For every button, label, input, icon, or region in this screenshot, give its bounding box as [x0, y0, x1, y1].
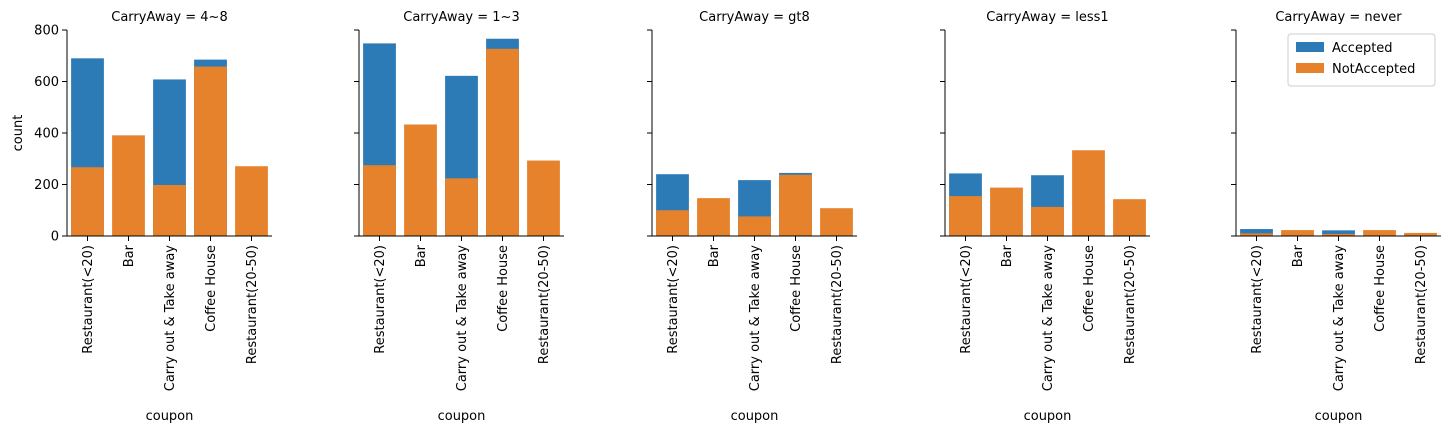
- panel-title: CarryAway = less1: [986, 10, 1108, 25]
- bar-notaccepted-5: [235, 166, 268, 236]
- x-tick-label: Restaurant(<20): [959, 245, 974, 354]
- bar-accepted-1: [1240, 229, 1273, 236]
- y-tick-label: 400: [34, 127, 59, 142]
- x-tick-label: Bar: [1291, 244, 1306, 267]
- x-axis-title: coupon: [146, 409, 194, 424]
- bar-notaccepted-2: [404, 124, 437, 236]
- bar-notaccepted-3: [1031, 206, 1064, 236]
- x-tick-label: Restaurant(20-50): [537, 245, 552, 364]
- legend-box: [1287, 33, 1436, 87]
- bar-notaccepted-1: [1240, 233, 1273, 236]
- x-tick-label: Carry out & Take away: [1041, 245, 1056, 392]
- y-tick-label: 800: [34, 24, 59, 39]
- panel-title: CarryAway = 4~8: [111, 10, 227, 25]
- bar-notaccepted-5: [1404, 232, 1437, 236]
- x-tick-label: Coffee House: [496, 245, 511, 332]
- panel-2: CarryAway = 1~3 Restaurant(<20) Bar Carry o…: [354, 10, 564, 424]
- x-axis-title: coupon: [1024, 409, 1072, 424]
- legend-swatch-accepted: [1296, 42, 1324, 52]
- bar-notaccepted-4: [1363, 230, 1396, 236]
- x-axis-title: coupon: [731, 409, 779, 424]
- panel-title: CarryAway = gt8: [699, 10, 810, 25]
- bar-notaccepted-2: [112, 135, 145, 236]
- x-tick-label: Restaurant(20-50): [830, 245, 845, 364]
- x-tick-label: Coffee House: [204, 245, 219, 332]
- bar-notaccepted-3: [445, 178, 478, 236]
- bar-notaccepted-4: [486, 48, 519, 236]
- bar-notaccepted-2: [697, 198, 730, 236]
- bar-notaccepted-5: [527, 160, 560, 236]
- x-tick-label: Restaurant(20-50): [1123, 245, 1138, 364]
- x-tick-label: Restaurant(20-50): [245, 245, 260, 364]
- panel-5: CarryAway = never Restaurant(<20) Bar Carry…: [1231, 10, 1441, 424]
- legend-swatch-notaccepted: [1296, 63, 1324, 73]
- bar-notaccepted-1: [656, 210, 689, 236]
- bar-notaccepted-5: [1113, 199, 1146, 236]
- y-tick-label: 0: [51, 230, 59, 245]
- bar-notaccepted-4: [1072, 150, 1105, 236]
- bar-notaccepted-3: [1322, 233, 1355, 236]
- panel-4: CarryAway = less1 Restaurant(<20) Bar Carry…: [940, 10, 1150, 424]
- y-tick-label: 200: [34, 178, 59, 193]
- x-tick-label: Carry out & Take away: [455, 245, 470, 392]
- x-tick-label: Carry out & Take away: [748, 245, 763, 392]
- legend: Accepted NotAccepted: [1287, 33, 1436, 87]
- x-axis-title: coupon: [1315, 409, 1363, 424]
- panel-1: CarryAway = 4~8 0 200 400 600 800 Restaurant(<…: [11, 10, 272, 424]
- x-tick-label: Bar: [414, 244, 429, 267]
- bar-notaccepted-2: [1281, 230, 1314, 236]
- panel-title: CarryAway = 1~3: [403, 10, 519, 25]
- x-tick-label: Restaurant(<20): [373, 245, 388, 354]
- bar-accepted-3: [1322, 230, 1355, 236]
- bar-notaccepted-4: [194, 66, 227, 236]
- legend-label-accepted: Accepted: [1332, 41, 1393, 56]
- panel-3: CarryAway = gt8 Restaurant(<20) Bar Carry o…: [647, 10, 857, 424]
- bar-notaccepted-1: [363, 165, 396, 236]
- y-tick-label: 600: [34, 75, 59, 90]
- x-tick-label: Restaurant(<20): [81, 245, 96, 354]
- panel-title: CarryAway = never: [1275, 10, 1402, 25]
- x-tick-label: Coffee House: [1082, 245, 1097, 332]
- x-tick-label: Bar: [707, 244, 722, 267]
- x-tick-label: Carry out & Take away: [163, 245, 178, 392]
- bar-notaccepted-2: [990, 187, 1023, 236]
- bar-notaccepted-1: [71, 167, 104, 236]
- bar-notaccepted-4: [779, 174, 812, 236]
- x-tick-label: Bar: [1000, 244, 1015, 267]
- y-axis-title: count: [11, 115, 26, 152]
- x-tick-label: Coffee House: [789, 245, 804, 332]
- x-tick-label: Restaurant(<20): [1250, 245, 1265, 354]
- x-tick-label: Restaurant(<20): [666, 245, 681, 354]
- bar-notaccepted-5: [820, 208, 853, 236]
- x-tick-label: Carry out & Take away: [1332, 245, 1347, 392]
- bar-notaccepted-1: [949, 196, 982, 236]
- x-axis-title: coupon: [438, 409, 486, 424]
- legend-label-notaccepted: NotAccepted: [1332, 62, 1415, 77]
- bar-notaccepted-3: [153, 185, 186, 236]
- x-tick-label: Coffee House: [1373, 245, 1388, 332]
- bar-notaccepted-3: [738, 216, 771, 236]
- x-tick-label: Bar: [122, 244, 137, 267]
- x-tick-label: Restaurant(20-50): [1414, 245, 1429, 364]
